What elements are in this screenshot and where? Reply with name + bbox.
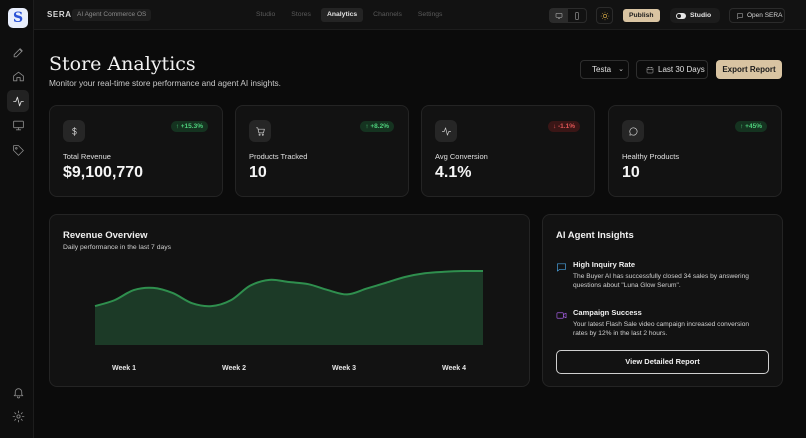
message-icon xyxy=(622,120,644,142)
bell-icon[interactable] xyxy=(7,381,29,403)
tag-icon[interactable] xyxy=(7,139,29,161)
nav-studio[interactable]: Studio xyxy=(256,11,276,18)
kpi-value: 4.1% xyxy=(435,164,472,181)
activity-icon xyxy=(435,120,457,142)
dollar-icon xyxy=(63,120,85,142)
ai-insights-panel: AI Agent Insights High Inquiry Rate The … xyxy=(542,214,783,387)
insight-text: Your latest Flash Sale video campaign in… xyxy=(573,321,750,337)
device-toggle xyxy=(549,8,587,23)
calendar-icon xyxy=(646,66,654,73)
brand-tagline: AI Agent Commerce OS xyxy=(72,9,152,21)
activity-icon[interactable] xyxy=(7,90,29,112)
nav-stores[interactable]: Stores xyxy=(291,11,311,18)
nav-channels[interactable]: Channels xyxy=(373,11,402,18)
store-select[interactable]: Testa ⌄ xyxy=(580,60,629,79)
open-sera-button[interactable]: Open SERA xyxy=(729,8,785,23)
cart-icon xyxy=(249,120,271,142)
date-range-label: Last 30 Days xyxy=(658,65,705,74)
insight-title: High Inquiry Rate xyxy=(573,260,636,269)
revenue-subtitle: Daily performance in the last 7 days xyxy=(63,244,172,251)
kpi-label: Avg Conversion xyxy=(435,152,488,161)
page-subtitle: Monitor your real-time store performance… xyxy=(49,78,281,88)
nav-settings[interactable]: Settings xyxy=(417,11,443,18)
x-axis-label: Week 1 xyxy=(112,365,136,372)
revenue-overview-panel: Revenue Overview Daily performance in th… xyxy=(49,214,530,387)
store-select-value: Testa xyxy=(592,65,612,74)
date-range-button[interactable]: Last 30 Days xyxy=(636,60,708,79)
insight-item: High Inquiry Rate The Buyer AI has succe… xyxy=(556,260,771,300)
export-report-button[interactable]: Export Report xyxy=(716,60,782,79)
theme-toggle-button[interactable] xyxy=(596,7,613,24)
mobile-view-button[interactable] xyxy=(568,9,586,22)
kpi-label: Products Tracked xyxy=(249,152,308,161)
home-icon[interactable] xyxy=(7,65,29,87)
toggle-switch[interactable] xyxy=(676,12,686,19)
desktop-icon xyxy=(555,12,563,19)
insight-title: Campaign Success xyxy=(573,308,642,317)
gear-icon[interactable] xyxy=(7,405,29,427)
insight-text: The Buyer AI has successfully closed 34 … xyxy=(573,273,749,289)
revenue-area xyxy=(95,271,483,345)
revenue-title: Revenue Overview xyxy=(63,230,148,241)
x-axis-label: Week 2 xyxy=(222,365,246,372)
top-bar: SERA AI Agent Commerce OS Studio Stores … xyxy=(34,0,806,30)
app-logo[interactable]: S xyxy=(8,8,28,28)
insights-title: AI Agent Insights xyxy=(556,230,634,241)
revenue-line xyxy=(94,270,484,308)
publish-button[interactable]: Publish xyxy=(623,9,660,22)
pencil-icon[interactable] xyxy=(7,41,29,63)
trend-badge: ↓ -1.1% xyxy=(547,121,580,132)
brand-name: SERA xyxy=(47,10,72,19)
sidebar: S xyxy=(0,0,34,438)
nav-analytics[interactable]: Analytics xyxy=(320,8,364,22)
kpi-card-revenue: ↑ +15.3% Total Revenue $9,100,770 xyxy=(49,105,223,197)
x-axis-label: Week 3 xyxy=(332,365,356,372)
page-title: Store Analytics xyxy=(49,53,196,75)
kpi-label: Healthy Products xyxy=(622,152,680,161)
video-icon xyxy=(556,308,567,319)
chat-icon xyxy=(556,260,567,272)
view-detailed-report-button[interactable]: View Detailed Report xyxy=(556,350,769,374)
main-content: Store Analytics Monitor your real-time s… xyxy=(34,31,806,438)
chevron-down-icon: ⌄ xyxy=(618,66,624,73)
insight-item: Campaign Success Your latest Flash Sale … xyxy=(556,308,771,348)
kpi-value: 10 xyxy=(249,164,267,181)
kpi-value: $9,100,770 xyxy=(63,164,144,181)
open-sera-label: Open SERA xyxy=(747,12,783,19)
main-nav: Studio Stores Analytics Channels Setting… xyxy=(250,8,448,22)
trend-badge: ↑ +45% xyxy=(735,121,767,132)
studio-toggle[interactable]: Studio xyxy=(670,8,720,23)
mobile-icon xyxy=(575,11,579,20)
kpi-card-conversion: ↓ -1.1% Avg Conversion 4.1% xyxy=(421,105,595,197)
kpi-card-healthy: ↑ +45% Healthy Products 10 xyxy=(608,105,782,197)
kpi-value: 10 xyxy=(622,164,640,181)
kpi-card-products: ↑ +8.2% Products Tracked 10 xyxy=(235,105,409,197)
chat-icon xyxy=(737,12,743,19)
trend-badge: ↑ +15.3% xyxy=(170,121,208,132)
x-axis-label: Week 4 xyxy=(442,365,466,372)
desktop-view-button[interactable] xyxy=(550,9,568,22)
kpi-label: Total Revenue xyxy=(63,152,111,161)
trend-badge: ↑ +8.2% xyxy=(360,121,394,132)
studio-label: Studio xyxy=(690,12,712,19)
revenue-chart: Week 1 Week 2 Week 3 Week 4 xyxy=(94,270,484,372)
monitor-icon[interactable] xyxy=(7,114,29,136)
sun-icon xyxy=(600,11,609,20)
